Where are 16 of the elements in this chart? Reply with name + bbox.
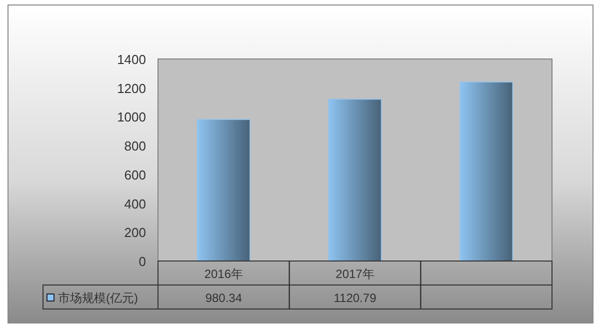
y-tick-label: 1000 bbox=[117, 110, 146, 125]
legend-label: 市场规模(亿元) bbox=[58, 291, 138, 305]
y-tick-label: 400 bbox=[124, 196, 146, 212]
y-tick-label: 600 bbox=[124, 167, 146, 182]
x-tick-label: 2016年 bbox=[204, 267, 244, 281]
data-label: 980.34 bbox=[205, 291, 242, 305]
y-tick-label: 200 bbox=[124, 225, 146, 240]
data-label: 1120.79 bbox=[334, 291, 377, 305]
x-tick-label: 2017年 bbox=[336, 267, 374, 281]
y-tick-label: 800 bbox=[124, 138, 146, 154]
bar bbox=[197, 119, 250, 262]
bar bbox=[328, 98, 382, 262]
bar bbox=[460, 82, 513, 262]
y-tick-label: 0 bbox=[138, 254, 146, 269]
y-tick-label: 1400 bbox=[117, 52, 146, 67]
y-tick-label: 1200 bbox=[117, 80, 146, 96]
